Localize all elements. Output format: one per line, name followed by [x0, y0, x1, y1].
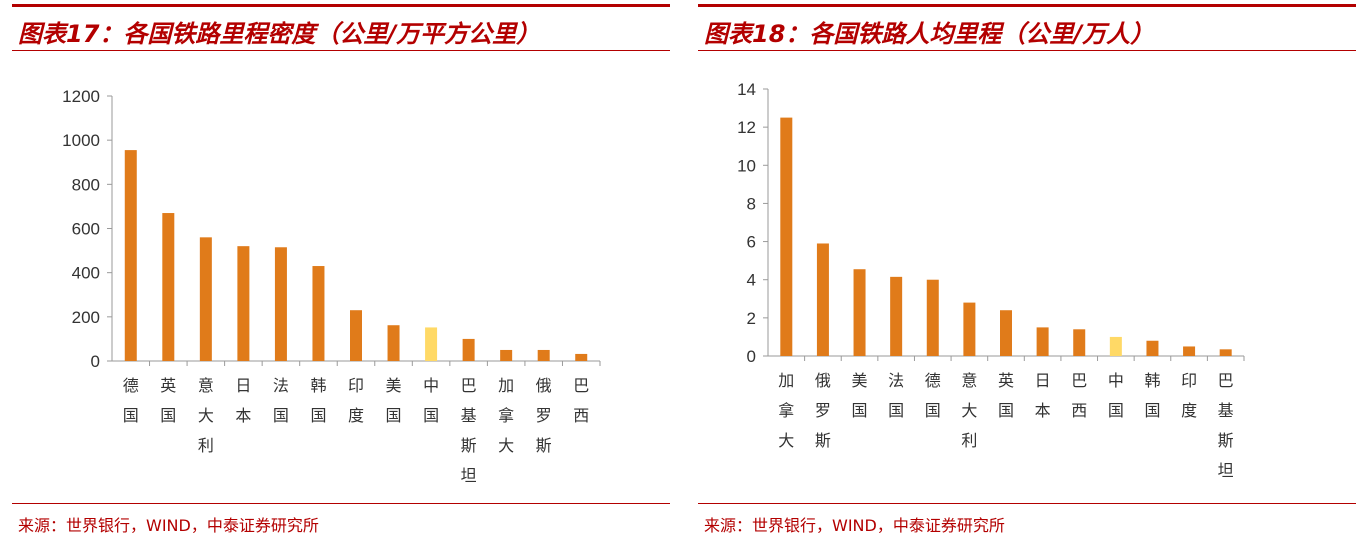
title-rule [698, 50, 1356, 51]
y-tick-label: 0 [747, 347, 756, 366]
y-tick-label: 4 [747, 271, 756, 290]
bar [780, 117, 793, 356]
x-tick-label: 德国 [123, 376, 139, 425]
bar [1183, 346, 1196, 356]
bottom-rule [12, 503, 670, 504]
x-tick-label: 德国 [925, 371, 941, 420]
y-tick-label: 6 [747, 233, 756, 252]
y-tick-label: 200 [72, 308, 100, 327]
x-tick-label: 加拿大 [498, 376, 514, 455]
bar [199, 237, 212, 361]
bar [500, 349, 513, 361]
x-tick-label: 日本 [1035, 371, 1051, 420]
x-tick-label: 美国 [386, 376, 402, 425]
x-tick-label: 印度 [348, 376, 364, 425]
y-tick-label: 800 [72, 175, 100, 194]
bar [1036, 327, 1049, 356]
y-tick-label: 14 [737, 80, 756, 99]
y-tick-label: 1000 [62, 131, 100, 150]
x-tick-label: 巴西 [573, 376, 589, 425]
bar [350, 310, 362, 361]
x-tick-label: 韩国 [1144, 371, 1160, 420]
x-tick-label: 中国 [423, 376, 439, 425]
y-tick-label: 400 [72, 264, 100, 283]
chart-title: 图表17：各国铁路里程密度（公里/万平方公里） [18, 20, 541, 48]
source-note: 来源：世界银行，WIND，中泰证券研究所 [18, 516, 319, 535]
source-note: 来源：世界银行，WIND，中泰证券研究所 [704, 516, 1005, 535]
x-tick-label: 意大利 [198, 376, 214, 455]
chart-panel-left: 图表17：各国铁路里程密度（公里/万平方公里） 0 200 400 600 800 100… [12, 0, 670, 540]
bar [963, 302, 976, 356]
x-tick-label: 英国 [160, 376, 176, 425]
bar [425, 327, 438, 361]
bar [537, 349, 550, 361]
top-rule [12, 4, 670, 7]
y-tick-label: 10 [737, 156, 756, 175]
x-tick-label: 巴西 [1071, 371, 1087, 420]
y-tick-label: 8 [747, 194, 756, 213]
bar [387, 325, 400, 361]
bar [926, 279, 939, 356]
x-tick-label: 俄罗斯 [815, 371, 831, 450]
chart-panel-right: 图表18：各国铁路人均里程（公里/万人） 0 2 4 6 8 10 12 14 加拿大 俄罗斯 美国… [698, 0, 1356, 540]
x-tick-label: 巴基斯坦 [1218, 371, 1234, 480]
x-tick-label: 俄罗斯 [536, 376, 552, 455]
bar [237, 246, 250, 361]
title-rule [12, 50, 670, 51]
bar [575, 353, 588, 361]
bar [853, 269, 866, 356]
bar [890, 276, 903, 356]
y-tick-label: 0 [91, 352, 100, 371]
y-tick-label: 1200 [62, 87, 100, 106]
bottom-rule [698, 503, 1356, 504]
x-tick-label: 中国 [1108, 371, 1124, 420]
bar [1000, 310, 1012, 356]
x-tick-label: 巴基斯坦 [461, 376, 477, 485]
bar [162, 213, 175, 361]
x-tick-label: 印度 [1181, 371, 1197, 420]
x-tick-label: 法国 [888, 371, 904, 420]
bar [816, 243, 829, 356]
x-tick-label: 英国 [998, 371, 1014, 420]
x-tick-label: 加拿大 [778, 371, 794, 450]
y-tick-label: 600 [72, 220, 100, 239]
x-tick-label: 韩国 [310, 376, 326, 425]
x-tick-label: 美国 [852, 371, 868, 420]
bar [124, 150, 137, 361]
y-tick-label: 2 [747, 309, 756, 328]
x-tick-label: 日本 [235, 376, 251, 425]
top-rule [698, 4, 1356, 7]
bar [1219, 349, 1232, 356]
bar [1073, 329, 1086, 356]
x-tick-label: 意大利 [961, 371, 977, 450]
bar [1109, 336, 1122, 356]
x-tick-label: 法国 [273, 376, 289, 425]
bar [274, 247, 287, 361]
chart-title: 图表18：各国铁路人均里程（公里/万人） [704, 20, 1155, 48]
bar [312, 266, 325, 361]
y-tick-label: 12 [737, 118, 756, 137]
bar [1146, 340, 1159, 356]
bar [462, 338, 475, 361]
